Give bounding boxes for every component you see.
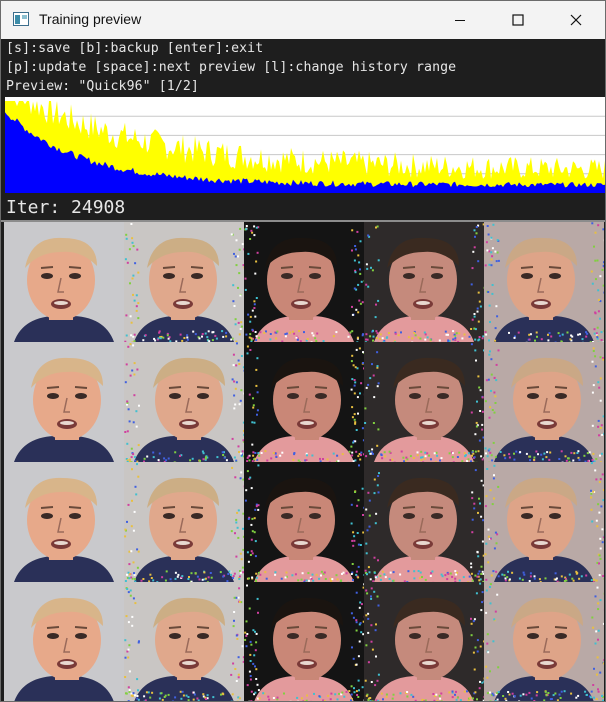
preview-swap-result xyxy=(484,582,604,701)
preview-name-line: Preview: "Quick96" [1/2] xyxy=(6,79,199,94)
app-icon xyxy=(13,12,29,26)
face-image xyxy=(4,462,124,582)
preview-src-face xyxy=(4,342,124,462)
face-image xyxy=(364,342,484,462)
preview-src-face xyxy=(4,582,124,701)
iteration-counter: Iter: 24908 xyxy=(6,197,126,218)
face-image xyxy=(484,462,604,582)
preview-swap-result xyxy=(484,342,604,462)
face-image xyxy=(244,342,364,462)
help-line-update-preview-range: [p]:update [space]:next preview [l]:chan… xyxy=(6,60,457,75)
preview-dst-face xyxy=(244,222,364,342)
help-line-save-backup-exit: [s]:save [b]:backup [enter]:exit xyxy=(6,41,264,56)
face-image xyxy=(484,342,604,462)
preview-dst-face xyxy=(244,342,364,462)
face-image xyxy=(124,582,244,701)
preview-src-predicted xyxy=(124,582,244,701)
minimize-button[interactable] xyxy=(431,1,489,39)
loss-series-src xyxy=(5,101,605,193)
preview-swap-result xyxy=(484,222,604,342)
preview-swap-result xyxy=(484,462,604,582)
maximize-icon xyxy=(512,14,524,26)
face-image xyxy=(4,222,124,342)
title-bar[interactable]: Training preview xyxy=(1,1,605,39)
face-image xyxy=(124,222,244,342)
face-image xyxy=(364,222,484,342)
maximize-button[interactable] xyxy=(489,1,547,39)
chart-divider xyxy=(1,193,605,197)
face-image xyxy=(244,462,364,582)
face-image xyxy=(4,342,124,462)
preview-separator xyxy=(1,220,605,222)
console-help: [s]:save [b]:backup [enter]:exit [p]:upd… xyxy=(1,39,605,97)
face-image xyxy=(244,582,364,701)
preview-dst-predicted xyxy=(364,462,484,582)
face-image xyxy=(364,462,484,582)
preview-dst-predicted xyxy=(364,222,484,342)
face-image xyxy=(484,582,604,701)
minimize-icon xyxy=(455,20,465,21)
face-image xyxy=(124,342,244,462)
face-image xyxy=(244,222,364,342)
close-button[interactable] xyxy=(547,1,605,39)
loss-history-chart xyxy=(5,97,605,193)
preview-dst-face xyxy=(244,582,364,701)
preview-src-predicted xyxy=(124,342,244,462)
preview-src-predicted xyxy=(124,222,244,342)
face-image xyxy=(364,582,484,701)
face-image xyxy=(4,582,124,701)
preview-dst-face xyxy=(244,462,364,582)
iteration-bar: Iter: 24908 xyxy=(1,197,605,221)
preview-src-face xyxy=(4,462,124,582)
preview-src-face xyxy=(4,222,124,342)
window-title: Training preview xyxy=(39,11,142,27)
close-icon xyxy=(570,14,582,26)
preview-dst-predicted xyxy=(364,342,484,462)
preview-grid xyxy=(4,222,604,701)
loss-series-dst xyxy=(5,112,605,193)
preview-src-predicted xyxy=(124,462,244,582)
preview-dst-predicted xyxy=(364,582,484,701)
face-image xyxy=(484,222,604,342)
face-image xyxy=(124,462,244,582)
